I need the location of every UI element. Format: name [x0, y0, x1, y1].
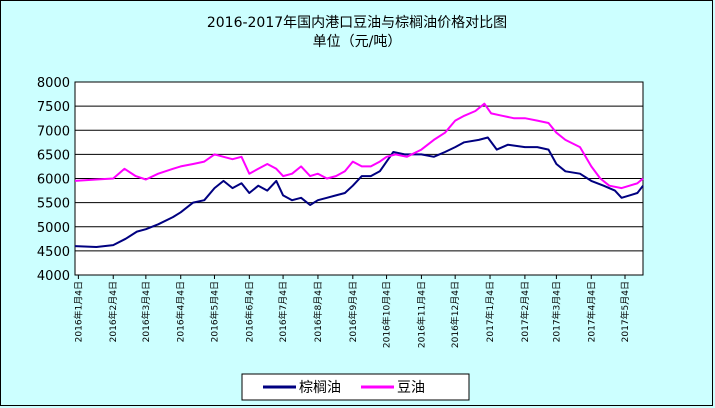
x-tick-label: 2016年3月4日 [140, 281, 152, 342]
chart-subtitle: 单位（元/吨） [313, 34, 402, 50]
x-tick-label: 2016年6月4日 [243, 281, 255, 342]
y-axis-tick-labels: 4000 4500 5000 5500 6000 6500 7000 7500 8000 [37, 76, 70, 284]
y-tick-label: 4000 [37, 269, 70, 284]
x-tick-label: 2016年2月4日 [107, 281, 119, 342]
series-lines [74, 102, 644, 248]
y-tick-label: 4500 [37, 245, 70, 260]
x-tick-label: 2016年7月4日 [277, 281, 289, 342]
x-tick-label: 2016年12月4日 [449, 281, 461, 348]
x-tick-label: 2016年8月4日 [312, 281, 324, 342]
x-tick-label: 2017年1月4日 [484, 281, 496, 342]
y-tick-label: 5500 [37, 197, 70, 212]
y-tick-label: 7500 [37, 100, 70, 115]
y-tick-label: 7000 [37, 124, 70, 139]
legend-label-palm-oil: 棕榈油 [299, 380, 341, 396]
x-tick-label: 2017年5月4日 [619, 281, 631, 342]
legend-label-soybean-oil: 豆油 [397, 380, 425, 396]
y-tick-label: 6000 [37, 173, 70, 188]
y-tick-label: 6500 [37, 148, 70, 163]
x-axis-tick-labels: 2016年1月4日 2016年2月4日 2016年3月4日 2016年4月4日 2016… [72, 275, 631, 348]
chart-title: 2016-2017年国内港口豆油与棕榈油价格对比图 [207, 15, 507, 31]
x-tick-label: 2016年4月4日 [175, 281, 187, 342]
y-tick-label: 8000 [37, 76, 70, 91]
x-tick-label: 2016年9月4日 [347, 281, 359, 342]
series-line-palm-oil [74, 136, 644, 248]
x-tick-label: 2017年3月4日 [550, 281, 562, 342]
grid-lines [75, 105, 643, 252]
y-tick-label: 5000 [37, 221, 70, 236]
series-line-soybean-oil [74, 102, 644, 190]
x-tick-label: 2017年2月4日 [519, 281, 531, 342]
x-tick-label: 2016年1月4日 [72, 281, 84, 342]
x-tick-label: 2016年10月4日 [381, 281, 393, 348]
x-tick-label: 2016年5月4日 [208, 281, 220, 342]
x-tick-label: 2017年4月4日 [585, 281, 597, 342]
x-tick-label: 2016年11月4日 [415, 281, 427, 348]
